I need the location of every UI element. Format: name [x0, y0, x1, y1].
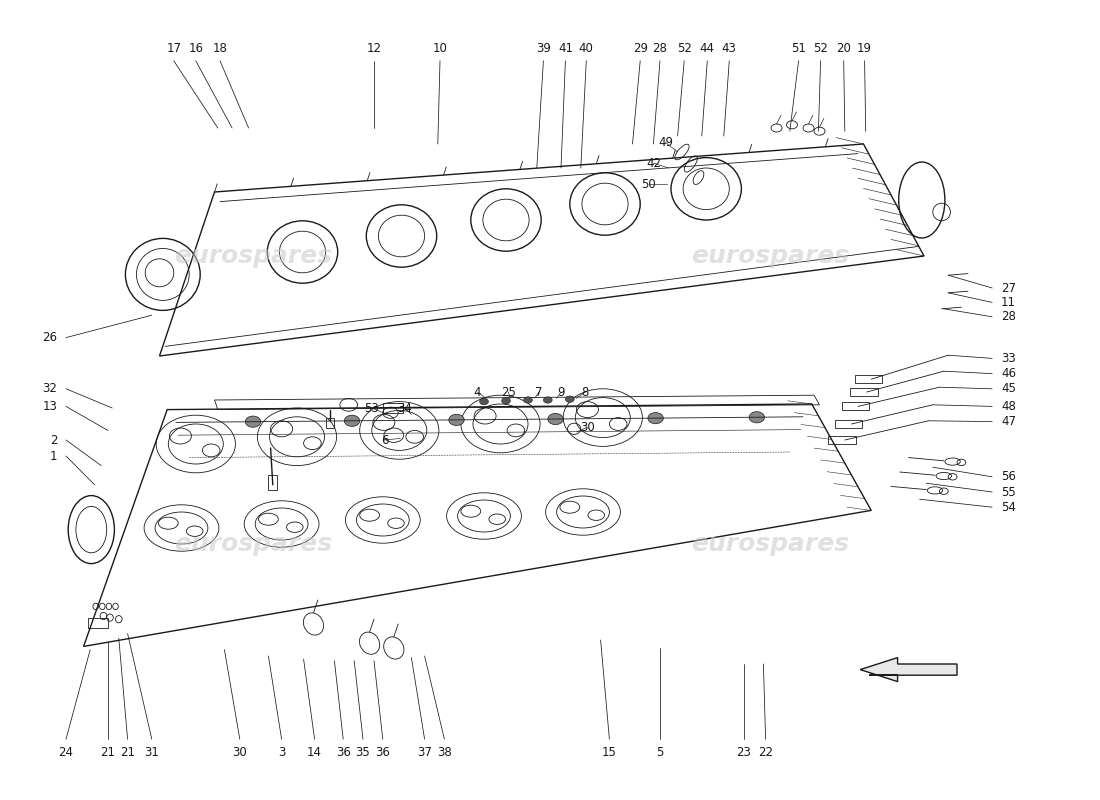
Text: 36: 36	[336, 746, 351, 758]
Text: 51: 51	[791, 42, 806, 54]
Text: 32: 32	[42, 382, 57, 395]
Circle shape	[543, 397, 552, 403]
Circle shape	[449, 414, 464, 426]
Text: 8: 8	[582, 386, 588, 398]
Text: eurospares: eurospares	[174, 244, 332, 268]
Text: 45: 45	[1001, 382, 1016, 395]
Text: 50: 50	[641, 178, 657, 190]
Text: 21: 21	[100, 746, 116, 758]
Text: 2: 2	[50, 434, 57, 446]
Text: 42: 42	[646, 157, 661, 170]
Text: 20: 20	[836, 42, 851, 54]
Text: eurospares: eurospares	[691, 244, 849, 268]
Text: 30: 30	[232, 746, 248, 758]
Circle shape	[648, 413, 663, 424]
Circle shape	[502, 398, 510, 404]
Text: 37: 37	[417, 746, 432, 758]
Text: 55: 55	[1001, 486, 1015, 498]
Circle shape	[524, 397, 532, 403]
Text: 5: 5	[657, 746, 663, 758]
Text: 17: 17	[166, 42, 182, 54]
Text: 22: 22	[758, 746, 773, 758]
Text: 24: 24	[58, 746, 74, 758]
Text: 11: 11	[1001, 296, 1016, 309]
Text: 56: 56	[1001, 470, 1016, 483]
Text: 7: 7	[536, 386, 542, 398]
Text: 1: 1	[50, 450, 57, 462]
Bar	[835, 420, 862, 428]
Text: 29: 29	[632, 42, 648, 54]
Bar	[850, 388, 878, 396]
Text: 23: 23	[736, 746, 751, 758]
Text: 44: 44	[700, 42, 715, 54]
Text: 34: 34	[397, 402, 412, 414]
Text: 13: 13	[42, 400, 57, 413]
Text: 53: 53	[364, 402, 380, 414]
Text: 25: 25	[500, 386, 516, 398]
Text: 30: 30	[580, 421, 595, 434]
Circle shape	[245, 416, 261, 427]
Text: 10: 10	[432, 42, 448, 54]
Text: 39: 39	[536, 42, 551, 54]
Text: 6: 6	[382, 434, 388, 446]
Text: 26: 26	[42, 331, 57, 344]
Text: 47: 47	[1001, 415, 1016, 428]
Bar	[842, 402, 869, 410]
Text: 52: 52	[676, 42, 692, 54]
Text: 27: 27	[1001, 282, 1016, 294]
Text: 3: 3	[278, 746, 285, 758]
Bar	[88, 618, 108, 628]
Text: 54: 54	[1001, 501, 1016, 514]
Text: 18: 18	[212, 42, 228, 54]
Text: eurospares: eurospares	[174, 532, 332, 556]
Text: 14: 14	[307, 746, 322, 758]
Text: 19: 19	[857, 42, 872, 54]
Bar	[855, 375, 882, 383]
Text: 16: 16	[188, 42, 204, 54]
Text: 43: 43	[722, 42, 737, 54]
Circle shape	[565, 396, 574, 402]
Text: 12: 12	[366, 42, 382, 54]
Text: 31: 31	[144, 746, 159, 758]
Text: 21: 21	[120, 746, 135, 758]
Text: 52: 52	[813, 42, 828, 54]
Text: 35: 35	[355, 746, 371, 758]
Text: 49: 49	[658, 136, 673, 149]
Text: eurospares: eurospares	[691, 532, 849, 556]
Text: 9: 9	[558, 386, 564, 398]
Circle shape	[749, 412, 764, 423]
Circle shape	[548, 414, 563, 425]
Text: 41: 41	[558, 42, 573, 54]
Text: 38: 38	[437, 746, 452, 758]
Text: 48: 48	[1001, 400, 1016, 413]
Bar	[828, 436, 856, 444]
Text: 4: 4	[474, 386, 481, 398]
Text: 28: 28	[1001, 310, 1016, 323]
Text: 36: 36	[375, 746, 390, 758]
Circle shape	[480, 398, 488, 405]
Polygon shape	[860, 658, 957, 682]
Text: 46: 46	[1001, 367, 1016, 380]
Bar	[326, 418, 334, 428]
Text: 15: 15	[602, 746, 617, 758]
Bar	[268, 475, 277, 490]
Bar	[383, 403, 403, 413]
Text: 28: 28	[652, 42, 668, 54]
Text: 40: 40	[579, 42, 594, 54]
Circle shape	[344, 415, 360, 426]
Text: 33: 33	[1001, 352, 1015, 365]
